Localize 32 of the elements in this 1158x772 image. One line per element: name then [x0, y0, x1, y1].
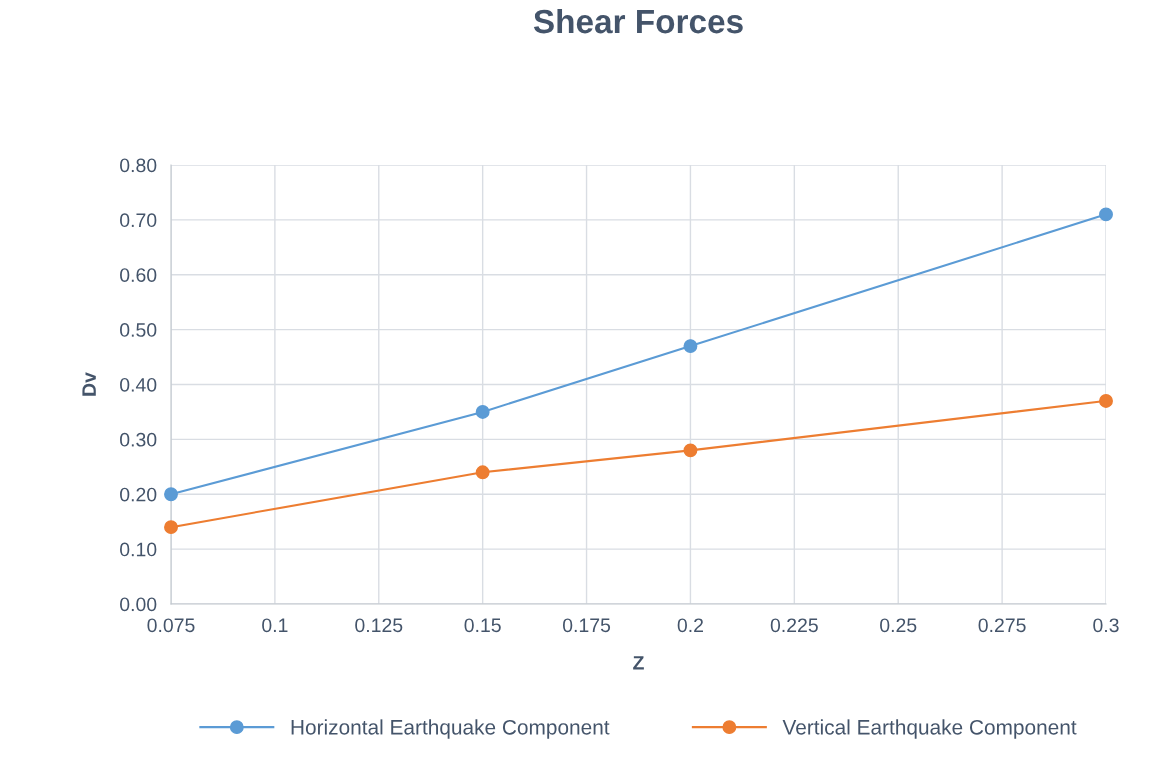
- y-tick-label: 0.30: [120, 432, 157, 447]
- y-tick-label: 0.60: [120, 268, 157, 282]
- x-axis-title: Z: [633, 656, 644, 670]
- x-tick-label: 0.1: [262, 618, 288, 633]
- point: [1099, 207, 1113, 222]
- point: [475, 404, 490, 419]
- y-tick-label: 0.80: [120, 158, 157, 173]
- x-tick-label: 0.3: [1093, 618, 1119, 633]
- y-tick-label: 0.40: [120, 377, 157, 392]
- x-tick-label: 0.15: [464, 618, 501, 633]
- point: [475, 465, 490, 480]
- point: [164, 487, 178, 502]
- x-tick-label: 0.175: [562, 618, 611, 633]
- x-tick-label: 0.25: [880, 618, 917, 633]
- point: [1099, 394, 1113, 408]
- y-tick-label: 0.20: [120, 487, 157, 502]
- x-tick-label: 0.125: [355, 618, 403, 633]
- chart-title: Shear Forces: [533, 8, 743, 34]
- point: [683, 339, 698, 354]
- x-tick-label: 0.275: [978, 618, 1026, 633]
- y-axis-title: Dv: [82, 372, 96, 396]
- legend-label: Horizontal Earthquake Component: [291, 719, 610, 739]
- x-tick-label: 0.2: [677, 618, 703, 633]
- x-tick-label: 0.075: [147, 618, 195, 633]
- legend-label: Vertical Earthquake Component: [782, 719, 1077, 739]
- point: [683, 443, 698, 458]
- y-tick-label: 0.70: [120, 213, 157, 228]
- point: [164, 520, 178, 535]
- x-tick-label: 0.225: [770, 618, 818, 633]
- y-tick-label: 0.00: [120, 597, 157, 612]
- y-tick-label: 0.10: [120, 542, 157, 557]
- y-tick-label: 0.50: [120, 323, 157, 337]
